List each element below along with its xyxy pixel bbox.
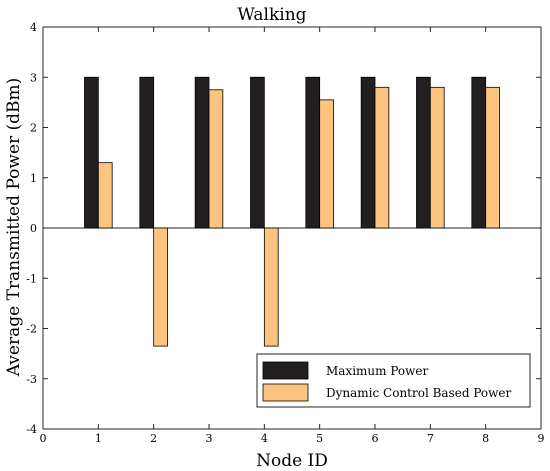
x-tick-label: 1 <box>95 432 102 445</box>
bar-maximum-power <box>194 76 210 229</box>
x-axis-label: Node ID <box>256 451 328 471</box>
ticks: 0 1 2 3 4 5 6 7 8 9 -4 -3 -2 -1 0 1 2 3 4 <box>26 21 544 445</box>
bar-dynamic-control-power <box>429 86 445 229</box>
legend-swatch <box>262 383 309 402</box>
bar-dynamic-control-power <box>208 89 224 229</box>
bar-maximum-power <box>305 76 321 229</box>
chart-title: Walking <box>237 5 306 25</box>
bar-maximum-power <box>250 76 265 229</box>
x-tick-label: 2 <box>150 432 157 445</box>
bar-dynamic-control-power <box>319 99 334 229</box>
legend-label: Dynamic Control Based Power <box>326 386 512 400</box>
y-tick-label: 0 <box>30 222 37 235</box>
bar-dynamic-control-power <box>485 86 500 229</box>
y-axis-label: Average Transmitted Power (dBm) <box>4 78 24 378</box>
y-tick-label: -1 <box>26 272 37 285</box>
x-tick-label: 6 <box>372 432 379 445</box>
x-tick-label: 3 <box>206 432 213 445</box>
x-tick-label: 9 <box>538 432 545 445</box>
y-tick-label: -4 <box>26 423 37 436</box>
x-tick-label: 0 <box>40 432 47 445</box>
y-tick-label: 2 <box>30 122 37 135</box>
y-tick-label: -2 <box>26 323 37 336</box>
y-tick-label: 4 <box>30 21 37 34</box>
bar-dynamic-control-power <box>153 227 168 347</box>
x-tick-label: 7 <box>427 432 434 445</box>
y-tick-label: 1 <box>30 172 37 185</box>
x-tick-label: 4 <box>261 432 268 445</box>
y-tick-label: -3 <box>26 373 37 386</box>
bar-dynamic-control-power <box>263 227 279 347</box>
bar-maximum-power <box>471 76 487 229</box>
bar-dynamic-control-power <box>97 162 113 229</box>
bar-maximum-power <box>416 76 431 229</box>
bar-maximum-power <box>139 76 155 229</box>
bar-maximum-power <box>360 76 376 229</box>
y-tick-label: 3 <box>30 71 37 84</box>
legend-swatch <box>262 361 309 380</box>
legend-label: Maximum Power <box>326 364 429 378</box>
bar-maximum-power <box>84 76 99 229</box>
bar-dynamic-control-power <box>374 86 390 229</box>
bars <box>84 76 500 347</box>
legend: Maximum Power Dynamic Control Based Power <box>256 353 531 408</box>
x-tick-label: 5 <box>316 432 323 445</box>
x-tick-label: 8 <box>482 432 489 445</box>
